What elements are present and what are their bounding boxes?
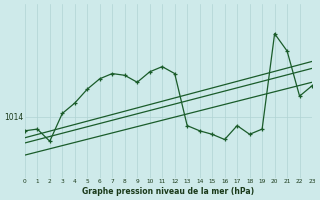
X-axis label: Graphe pression niveau de la mer (hPa): Graphe pression niveau de la mer (hPa) [82, 187, 254, 196]
